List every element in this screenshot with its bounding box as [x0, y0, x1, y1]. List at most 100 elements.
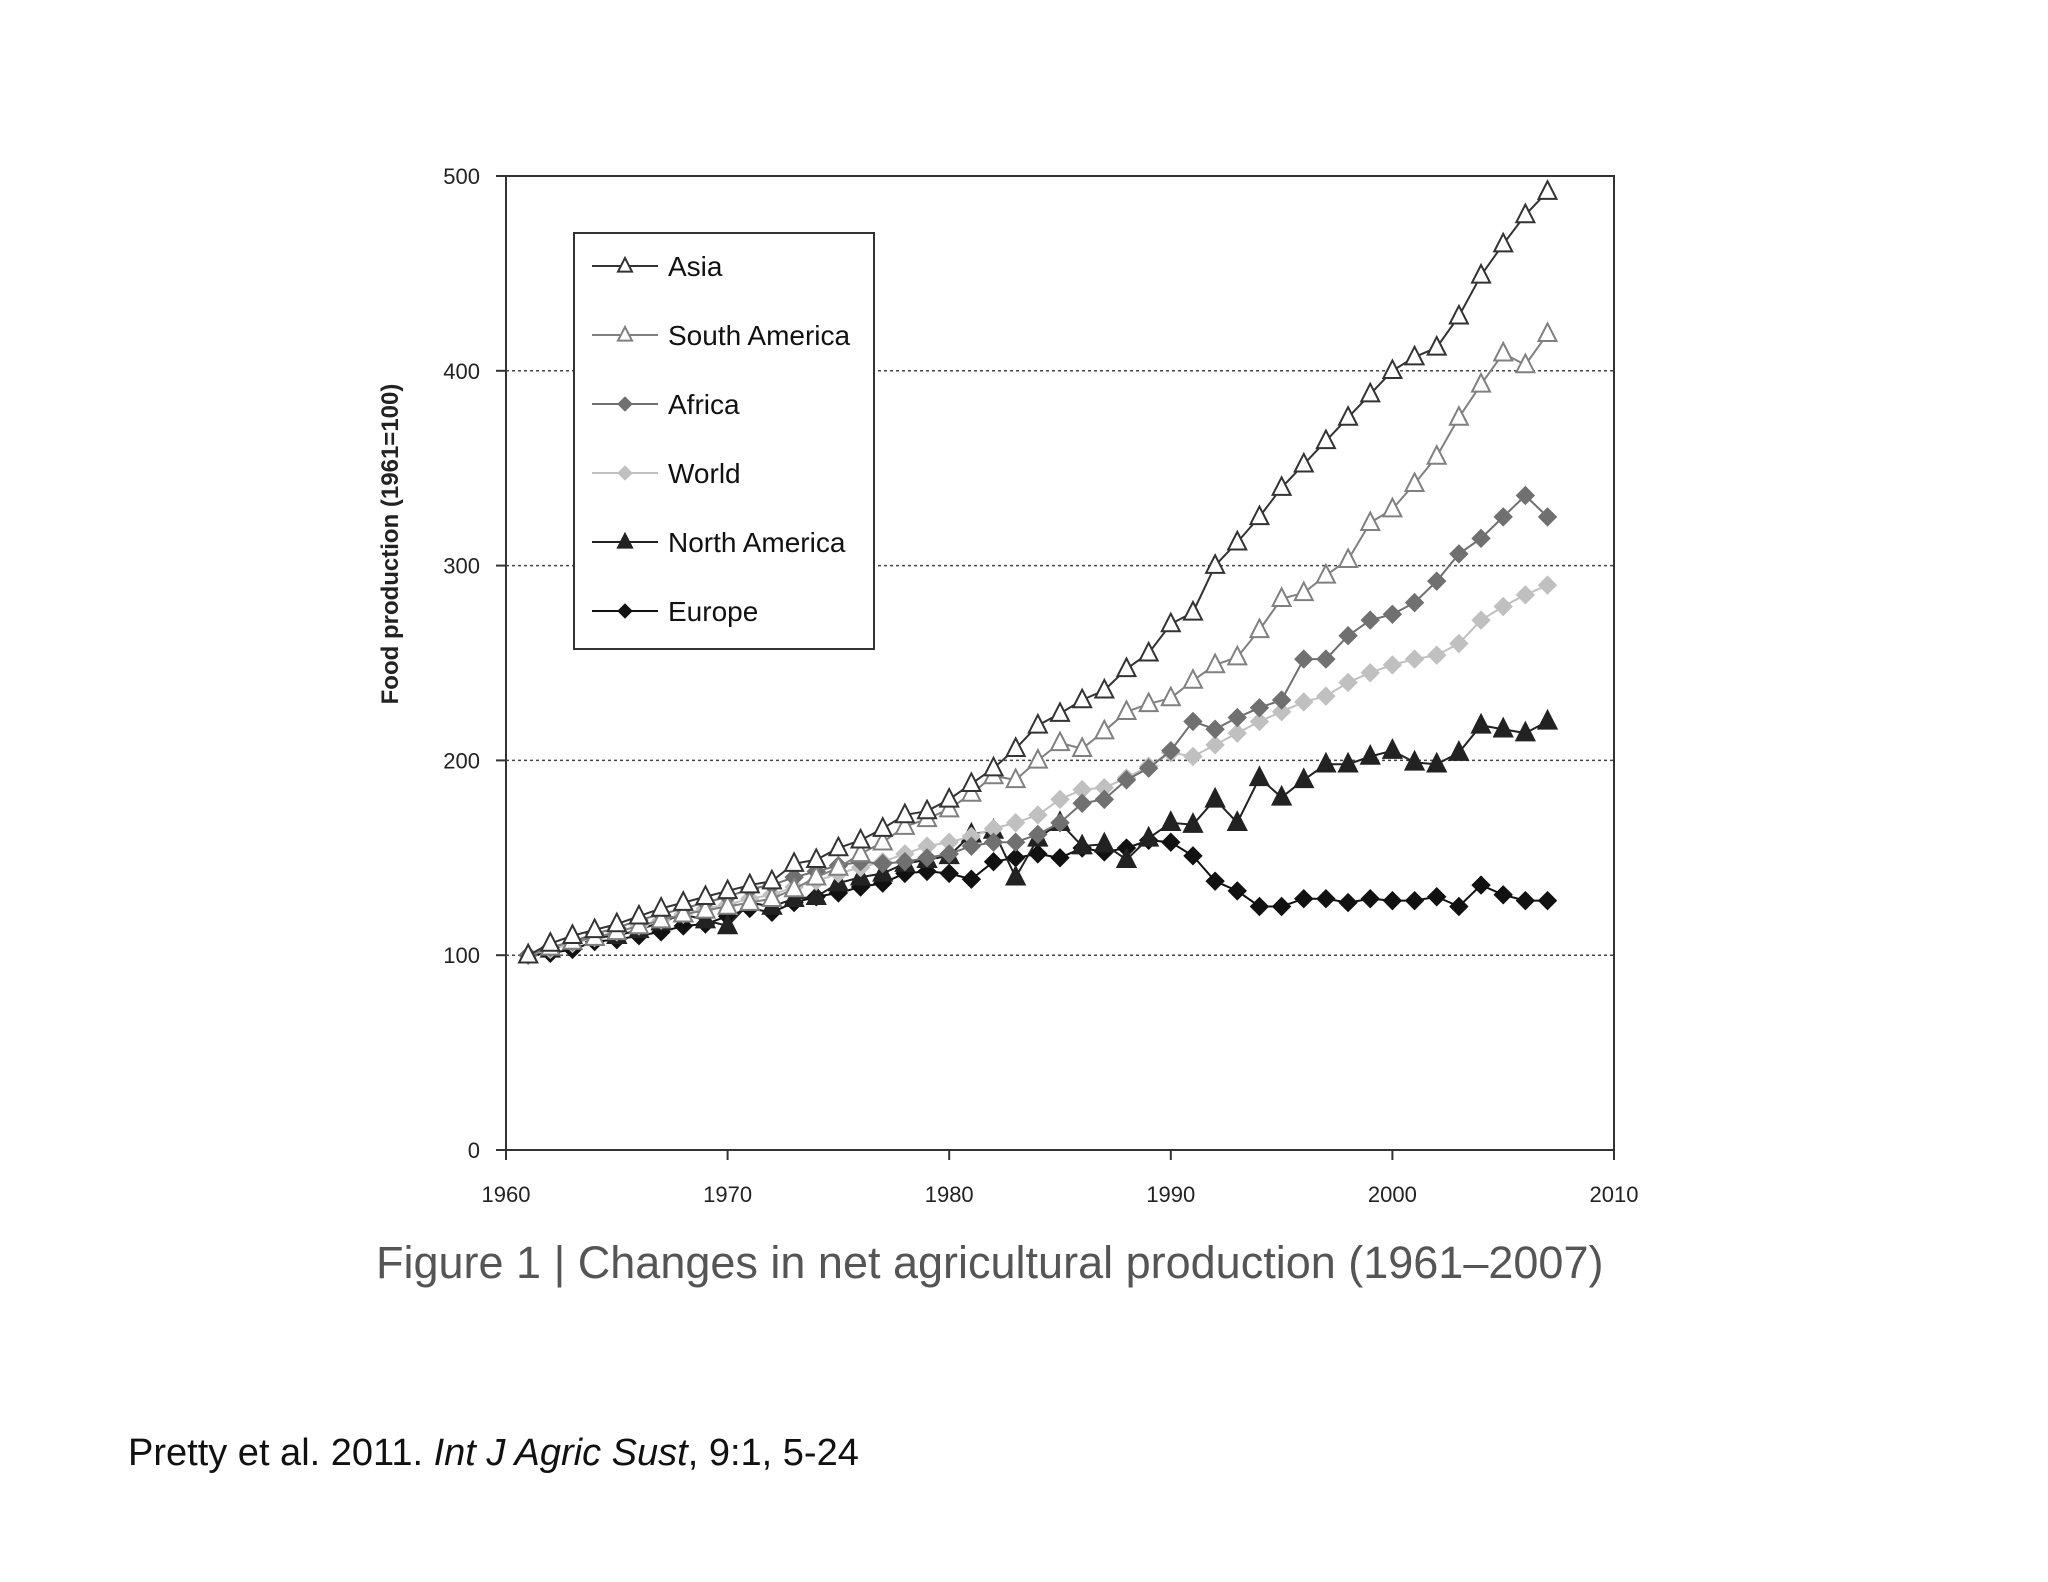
point-asia-2005 — [1492, 231, 1514, 253]
point-north-america-1993 — [1226, 810, 1248, 831]
point-asia-1969 — [694, 884, 717, 906]
point-north-america-2006 — [1514, 720, 1536, 742]
point-south-america-1999 — [1359, 510, 1381, 531]
point-world-1991 — [1183, 746, 1203, 767]
point-south-america-1992 — [1204, 652, 1226, 674]
point-south-america-1977 — [872, 829, 894, 851]
point-africa-1991 — [1183, 711, 1203, 732]
point-europe-2004 — [1471, 875, 1491, 895]
point-asia-1975 — [827, 835, 850, 857]
point-north-america-1994 — [1248, 765, 1271, 787]
gridlines — [506, 370, 1614, 956]
point-asia-2004 — [1470, 262, 1492, 284]
point-south-america-1978 — [894, 814, 916, 835]
point-south-america-1968 — [672, 901, 694, 923]
point-asia-1963 — [561, 923, 584, 944]
point-world-2003 — [1449, 633, 1469, 654]
y-tick-label-500: 500 — [443, 164, 480, 189]
point-europe-1985 — [1050, 848, 1070, 868]
point-africa-1998 — [1338, 626, 1358, 646]
point-asia-1996 — [1293, 451, 1315, 473]
point-world-1994 — [1249, 711, 1270, 732]
point-europe-1982 — [983, 851, 1004, 872]
point-africa-1988 — [1116, 770, 1137, 790]
point-europe-1995 — [1271, 896, 1292, 917]
legend-marker-asia — [616, 255, 634, 273]
citation-details: , 9:1, 5-24 — [687, 1432, 859, 1474]
point-north-america-1992 — [1204, 786, 1226, 808]
point-europe-1990 — [1161, 832, 1181, 852]
legend-item-south-america: South America — [592, 320, 851, 351]
point-asia-1995 — [1270, 475, 1293, 496]
point-north-america-1987 — [1093, 831, 1115, 853]
point-south-america-1993 — [1226, 644, 1248, 666]
point-africa-1981 — [961, 836, 982, 856]
point-south-america-1995 — [1270, 586, 1293, 607]
series-south-america — [517, 321, 1559, 964]
point-europe-1980 — [939, 863, 959, 884]
point-south-america-1987 — [1093, 718, 1115, 740]
point-europe-1996 — [1294, 889, 1314, 909]
point-asia-1992 — [1204, 553, 1226, 574]
x-tick-label-1990: 1990 — [1146, 1182, 1195, 1207]
point-south-america-1972 — [761, 886, 783, 907]
point-south-america-2001 — [1403, 471, 1426, 493]
citation: Pretty et al. 2011. Int J Agric Sust, 9:… — [128, 1432, 859, 1475]
point-asia-1991 — [1182, 599, 1204, 621]
point-africa-1996 — [1294, 649, 1314, 669]
point-africa-1978 — [895, 851, 915, 872]
legend-label-africa: Africa — [668, 389, 740, 420]
point-europe-1991 — [1183, 846, 1203, 866]
point-asia-1983 — [1005, 736, 1027, 757]
point-world-1993 — [1227, 723, 1247, 743]
legend-label-world: World — [668, 458, 741, 489]
point-asia-1980 — [938, 786, 960, 808]
y-tick-label-200: 200 — [443, 748, 480, 773]
point-south-america-1975 — [827, 854, 850, 876]
x-tick-label-1970: 1970 — [703, 1182, 752, 1207]
point-asia-1999 — [1359, 381, 1381, 403]
point-north-america-1999 — [1359, 743, 1381, 765]
point-europe-1999 — [1360, 889, 1380, 909]
point-europe-1992 — [1205, 871, 1225, 891]
point-europe-2002 — [1427, 887, 1447, 907]
point-asia-1982 — [982, 755, 1005, 777]
point-world-1998 — [1338, 672, 1358, 693]
point-europe-1997 — [1316, 889, 1336, 909]
point-north-america-1991 — [1182, 812, 1204, 833]
legend-label-europe: Europe — [668, 596, 758, 627]
point-asia-1973 — [783, 851, 805, 872]
point-north-america-2007 — [1536, 708, 1559, 730]
point-asia-1986 — [1071, 687, 1093, 709]
point-north-america-2002 — [1426, 751, 1448, 773]
point-africa-2005 — [1493, 507, 1513, 527]
point-south-america-1997 — [1315, 562, 1337, 584]
legend-marker-europe — [617, 603, 633, 619]
legend-item-north-america: North America — [592, 527, 846, 558]
axes: 0 100 200 300 400 500 1960 1970 1980 1990 2000 2010 — [443, 164, 1638, 1207]
point-africa-1986 — [1072, 793, 1092, 813]
point-south-america-1969 — [694, 897, 717, 919]
point-asia-1961 — [517, 942, 539, 964]
point-south-america-1974 — [805, 864, 827, 886]
legend-label-north-america: North America — [668, 527, 846, 558]
point-africa-2007 — [1537, 507, 1558, 527]
point-africa-2002 — [1427, 571, 1447, 591]
citation-journal: Int J Agric Sust — [433, 1432, 688, 1474]
point-asia-1989 — [1138, 640, 1160, 662]
point-south-america-1989 — [1138, 691, 1160, 713]
point-south-america-1983 — [1005, 767, 1027, 789]
point-africa-1987 — [1094, 789, 1115, 810]
point-europe-1993 — [1227, 881, 1247, 901]
point-world-2005 — [1493, 596, 1513, 617]
legend-marker-south-america — [616, 324, 634, 342]
point-world-1985 — [1050, 789, 1070, 810]
point-africa-1977 — [873, 853, 893, 874]
point-asia-1990 — [1160, 611, 1182, 633]
point-north-america-1974 — [805, 884, 827, 906]
point-europe-2006 — [1515, 890, 1536, 911]
point-world-2000 — [1382, 655, 1403, 675]
point-asia-1970 — [716, 878, 739, 900]
point-asia-2007 — [1536, 179, 1559, 200]
point-africa-1990 — [1161, 740, 1181, 761]
